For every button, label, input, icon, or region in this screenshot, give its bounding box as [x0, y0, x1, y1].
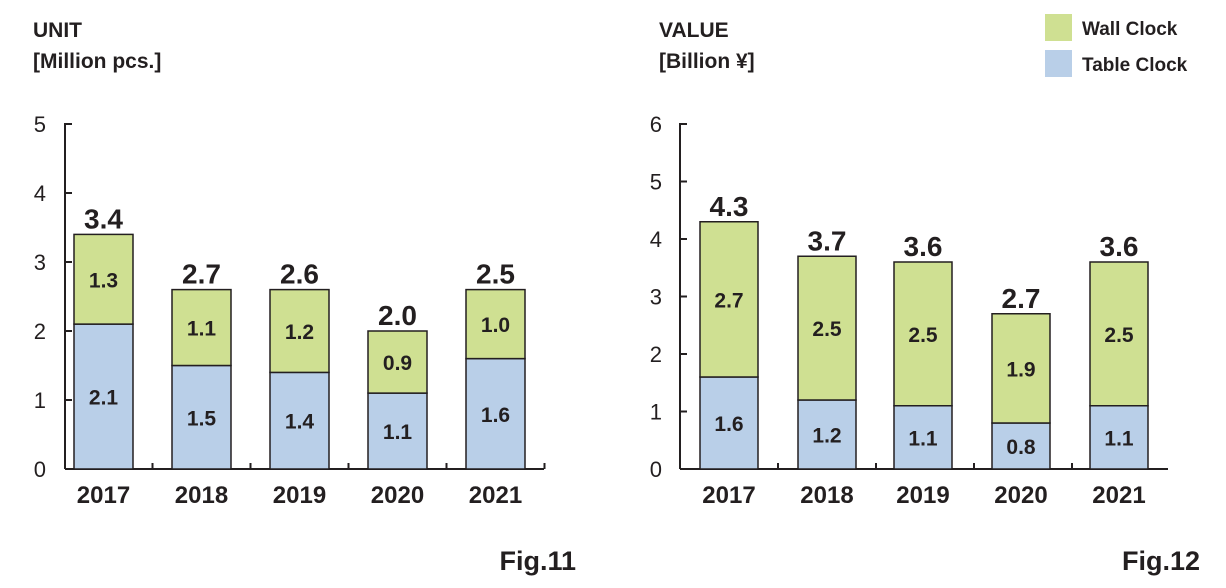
chart-title: UNIT — [33, 19, 82, 42]
data-label-table-2021: 1.1 — [1104, 427, 1134, 450]
y-tick-label: 4 — [34, 181, 46, 206]
y-tick-label: 5 — [34, 112, 46, 137]
bar-table-clock-2018 — [171, 364, 232, 470]
x-tick-label: 2021 — [469, 482, 522, 509]
data-label-wall-2019: 1.2 — [285, 321, 314, 344]
bar-table-clock-2021 — [1089, 405, 1149, 470]
bar-table-clock-2020 — [991, 422, 1051, 470]
data-label-table-2018: 1.2 — [812, 425, 841, 448]
x-tick-label: 2020 — [371, 482, 424, 509]
total-label-2021: 3.6 — [1100, 231, 1139, 262]
x-tick-label: 2019 — [896, 482, 949, 509]
chart-1: UNIT [Million pcs.] 0 1 2 3 4 5 2.1 1.3 3.4 2017 1.5… — [33, 19, 576, 576]
bar-table-clock-2020 — [367, 392, 428, 470]
legend-swatch-wall — [1045, 14, 1072, 41]
data-label-wall-2017: 1.3 — [89, 269, 118, 292]
data-label-table-2017: 2.1 — [89, 387, 119, 410]
total-label-2018: 2.7 — [182, 259, 221, 290]
bar-wall-clock-2021 — [1089, 261, 1149, 407]
legend-swatch-table — [1045, 50, 1072, 77]
y-tick-label: 4 — [650, 227, 662, 252]
legend-label-table: Table Clock — [1082, 55, 1188, 76]
bar-table-clock-2017 — [699, 376, 759, 470]
data-label-wall-2021: 1.0 — [481, 314, 510, 337]
figure-label: Fig.11 — [499, 546, 576, 576]
data-label-table-2019: 1.4 — [285, 411, 315, 434]
x-tick-label: 2020 — [994, 482, 1047, 509]
bar-table-clock-2019 — [269, 371, 330, 470]
y-tick-label: 0 — [650, 457, 662, 482]
data-label-wall-2021: 2.5 — [1104, 324, 1134, 347]
y-tick-label: 2 — [650, 342, 662, 367]
total-label-2017: 4.3 — [710, 191, 749, 222]
x-tick-label: 2019 — [273, 482, 326, 509]
total-label-2020: 2.0 — [378, 300, 417, 331]
y-tick-label: 2 — [34, 319, 46, 344]
y-tick-label: 5 — [650, 170, 662, 195]
y-tick-label: 0 — [34, 457, 46, 482]
total-label-2018: 3.7 — [808, 225, 847, 256]
total-label-2017: 3.4 — [84, 203, 123, 234]
total-label-2020: 2.7 — [1002, 283, 1041, 314]
legend-label-wall: Wall Clock — [1082, 19, 1178, 40]
bar-wall-clock-2021 — [465, 288, 526, 360]
y-tick-label: 1 — [34, 388, 46, 413]
y-tick-label: 6 — [650, 112, 662, 137]
y-tick-label: 3 — [34, 250, 46, 275]
data-label-wall-2017: 2.7 — [714, 289, 743, 312]
x-tick-label: 2017 — [77, 482, 130, 509]
bar-table-clock-2019 — [893, 405, 953, 470]
chart-unit-label: [Million pcs.] — [33, 50, 161, 73]
data-label-table-2020: 1.1 — [383, 421, 413, 444]
bar-wall-clock-2018 — [171, 288, 232, 367]
figure-label: Fig.12 — [1122, 546, 1200, 576]
data-label-table-2017: 1.6 — [714, 413, 743, 436]
y-tick-label: 3 — [650, 285, 662, 310]
bar-wall-clock-2020 — [991, 313, 1051, 424]
total-label-2019: 2.6 — [280, 259, 319, 290]
bar-wall-clock-2020 — [367, 330, 428, 394]
data-label-wall-2018: 2.5 — [812, 318, 842, 341]
data-label-table-2019: 1.1 — [908, 427, 938, 450]
bar-wall-clock-2017 — [699, 221, 759, 378]
data-label-table-2021: 1.6 — [481, 404, 510, 427]
data-label-table-2020: 0.8 — [1006, 436, 1036, 459]
data-label-wall-2020: 0.9 — [383, 352, 412, 375]
total-label-2021: 2.5 — [476, 259, 515, 290]
data-label-wall-2019: 2.5 — [908, 324, 938, 347]
bar-wall-clock-2019 — [269, 288, 330, 374]
data-label-table-2018: 1.5 — [187, 407, 217, 430]
bar-table-clock-2017 — [73, 323, 134, 470]
bar-wall-clock-2018 — [797, 255, 857, 401]
chart-unit-label: [Billion ¥] — [659, 50, 755, 73]
bar-table-clock-2018 — [797, 399, 857, 470]
x-tick-label: 2018 — [800, 482, 853, 509]
legend: Wall Clock Table Clock — [1045, 14, 1188, 77]
x-tick-label: 2018 — [175, 482, 228, 509]
data-label-wall-2018: 1.1 — [187, 318, 217, 341]
x-tick-label: 2021 — [1092, 482, 1145, 509]
bar-wall-clock-2019 — [893, 261, 953, 407]
bar-wall-clock-2017 — [73, 233, 134, 325]
data-label-wall-2020: 1.9 — [1006, 358, 1035, 381]
chart-title: VALUE — [659, 19, 729, 42]
bar-table-clock-2021 — [465, 357, 526, 470]
x-tick-label: 2017 — [702, 482, 755, 509]
chart-2: VALUE [Billion ¥] 0 1 2 3 4 5 6 1.6 2.7 4.3 2017 1.2 2… — [650, 19, 1200, 576]
y-tick-label: 1 — [650, 400, 662, 425]
total-label-2019: 3.6 — [904, 231, 943, 262]
